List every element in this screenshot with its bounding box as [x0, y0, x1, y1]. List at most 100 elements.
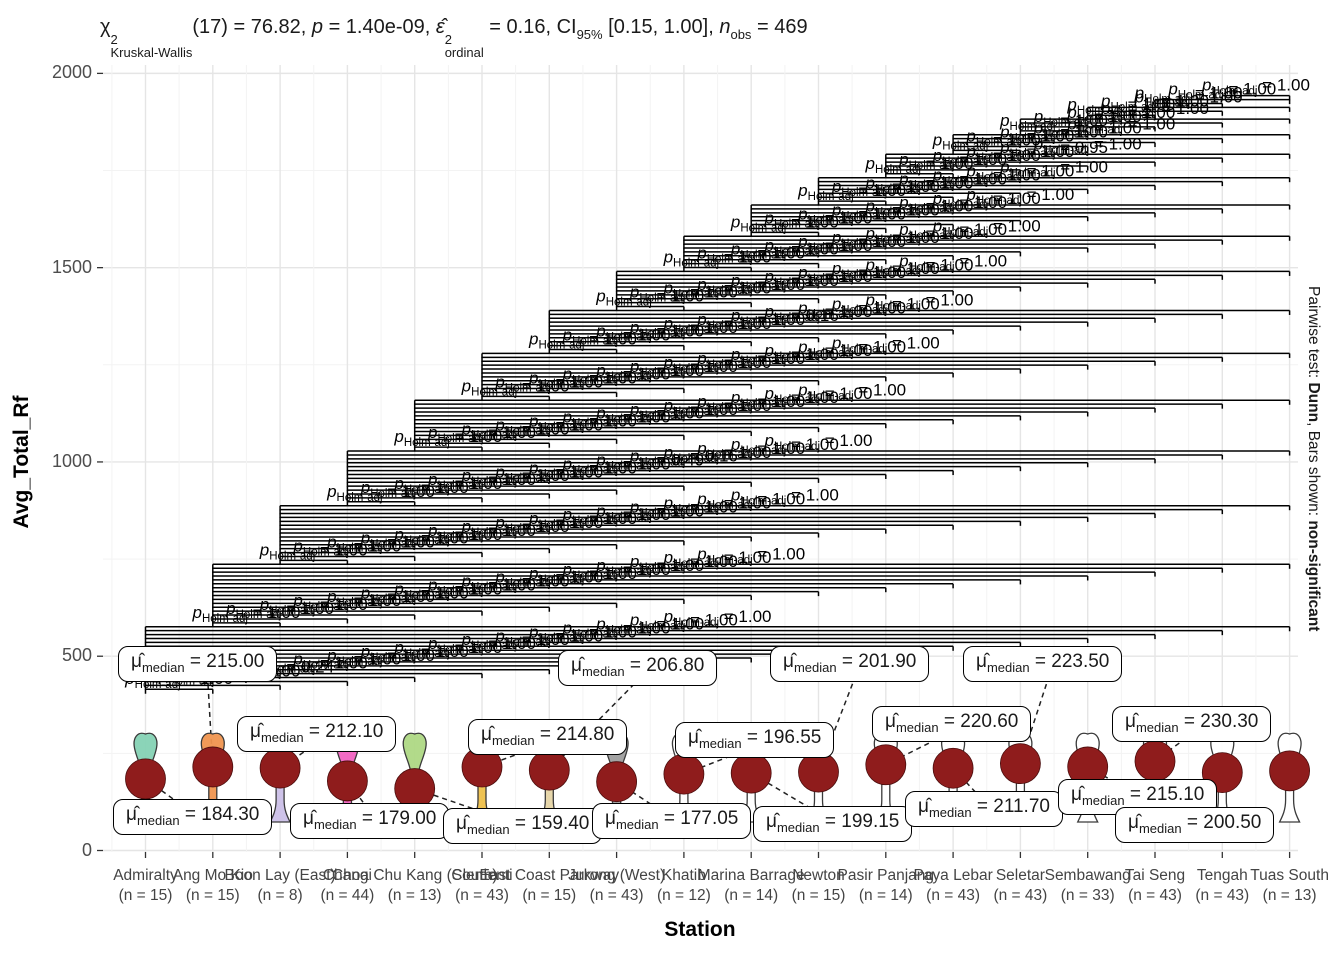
- violin-3: [259, 732, 301, 823]
- median-callout: μ̂median = 220.60: [872, 706, 1032, 742]
- x-tick-label: Khatib (n = 12): [657, 866, 711, 906]
- station-name: Sembawang: [1044, 867, 1131, 884]
- mu-hat-symbol: μ̂: [766, 811, 777, 832]
- x-tick-label: Ang Mo Kio (n = 15): [173, 866, 253, 906]
- median-point: [730, 752, 772, 794]
- mu-hat-symbol: μ̂: [688, 727, 699, 748]
- y-tick-label: 1500: [51, 256, 92, 277]
- median-value: = 199.15: [819, 811, 900, 832]
- station-name: Newton: [792, 867, 845, 884]
- ci-interval: [0.15, 1.00],: [602, 16, 720, 38]
- median-subscript: median: [986, 659, 1030, 675]
- mu-hat-symbol: μ̂: [481, 724, 492, 745]
- mu-hat-symbol: μ̂: [131, 651, 142, 672]
- station-n: (n = 44): [320, 887, 375, 904]
- y-tick-label: 1000: [51, 450, 92, 471]
- y-tick-label: 0: [81, 839, 92, 860]
- x-tick-label: Tai Seng (n = 43): [1125, 866, 1185, 906]
- station-name: Jurong (West): [568, 867, 666, 884]
- x-tick-label: Pasir Panjang (n = 14): [838, 866, 935, 906]
- mu-hat-symbol: μ̂: [1125, 711, 1136, 732]
- station-n: (n = 43): [589, 887, 644, 904]
- x-tick-label: Paya Lebar (n = 43): [913, 866, 992, 906]
- n-value: = 469: [751, 16, 808, 38]
- median-callout: μ̂median = 223.50: [963, 646, 1123, 682]
- median-subscript: median: [466, 821, 510, 837]
- df-statistic: (17) = 76.82,: [192, 16, 312, 38]
- median-point: [192, 746, 234, 788]
- station-n: (n = 43): [1195, 887, 1250, 904]
- station-n: (n = 14): [858, 887, 913, 904]
- violin-13: [932, 732, 974, 823]
- median-value: = 184.30: [179, 804, 260, 825]
- median-subscript: median: [776, 819, 820, 835]
- median-value: = 179.00: [356, 808, 437, 829]
- median-subscript: median: [1135, 719, 1179, 735]
- x-tick-label: Tengah (n = 43): [1195, 866, 1249, 906]
- median-callout: μ̂median = 199.15: [753, 806, 913, 842]
- median-callout: μ̂median = 196.55: [675, 722, 835, 758]
- mu-hat-symbol: μ̂: [571, 655, 582, 676]
- violin-16: [1134, 732, 1176, 823]
- median-value: = 215.10: [1124, 784, 1205, 805]
- mu-hat-symbol: μ̂: [1071, 784, 1082, 805]
- station-n: (n = 43): [1128, 887, 1182, 904]
- median-callout: μ̂median = 212.10: [237, 716, 397, 752]
- station-name: Tengah: [1196, 867, 1248, 884]
- pairwise-test-caption: Pairwise test: Dunn, Bars shown: non-sig…: [1304, 65, 1322, 852]
- y-tick-label: 2000: [51, 62, 92, 83]
- x-tick-label: East Coast Parkway (n = 15): [480, 866, 620, 906]
- station-name: Admiralty: [113, 867, 178, 884]
- station-name: Pasir Panjang: [837, 867, 935, 884]
- ci-symbol: CI: [556, 16, 577, 38]
- median-callout: μ̂median = 200.50: [1115, 807, 1275, 843]
- x-tick-label: Sembawang (n = 33): [1045, 866, 1131, 906]
- violin-15: [1067, 732, 1109, 823]
- median-subscript: median: [1138, 820, 1182, 836]
- median-callout: μ̂median = 159.40: [443, 808, 603, 844]
- x-tick-label: Jurong (West) (n = 43): [568, 866, 665, 906]
- station-n: (n = 15): [185, 887, 240, 904]
- x-tick-label: Newton (n = 15): [792, 866, 846, 906]
- station-name: Boon Lay (East): [224, 867, 336, 884]
- median-subscript: median: [928, 804, 972, 820]
- median-point: [663, 753, 705, 795]
- median-subscript: median: [793, 659, 837, 675]
- median-subscript: median: [895, 719, 939, 735]
- station-n: (n = 43): [455, 887, 509, 904]
- chi-supsub: 2 Kruskal-Wallis: [110, 32, 193, 60]
- median-value: = 206.80: [624, 655, 705, 676]
- station-name: East Coast Parkway: [479, 867, 620, 884]
- x-tick-label: Tuas South (n = 13): [1250, 866, 1329, 906]
- caption-method: Dunn: [1305, 382, 1322, 422]
- median-callout: μ̂median = 230.30: [1112, 706, 1272, 742]
- median-subscript: median: [1081, 792, 1125, 808]
- x-tick-label: Admiralty (n = 15): [113, 866, 178, 906]
- x-axis-title: Station: [664, 918, 736, 941]
- station-n: (n = 15): [791, 887, 846, 904]
- x-tick-label: Seletar (n = 43): [993, 866, 1047, 906]
- y-tick-label: 500: [61, 645, 92, 666]
- median-point: [259, 747, 301, 789]
- station-n: (n = 8): [257, 887, 303, 904]
- violin-14: [1000, 732, 1041, 823]
- median-value: = 220.60: [938, 711, 1019, 732]
- median-value: = 200.50: [1181, 812, 1262, 833]
- median-subscript: median: [581, 663, 625, 679]
- x-tick-label: Boon Lay (East) (n = 8): [225, 866, 336, 906]
- median-point: [1269, 750, 1310, 792]
- p-value: = 1.40e-09,: [323, 16, 436, 38]
- station-n: (n = 13): [1262, 887, 1317, 904]
- caption-middle: , Bars shown:: [1305, 421, 1322, 521]
- median-subscript: median: [260, 729, 304, 745]
- median-point: [1134, 740, 1176, 782]
- plot-title: χ 2 Kruskal-Wallis (17) = 76.82, p = 1.40e-…: [100, 16, 808, 59]
- mu-hat-symbol: μ̂: [918, 796, 929, 817]
- station-n: (n = 15): [118, 887, 173, 904]
- median-value: = 223.50: [1029, 651, 1110, 672]
- median-callout: μ̂median = 201.90: [770, 646, 930, 682]
- station-name: Ang Mo Kio: [172, 867, 253, 884]
- median-value: = 159.40: [509, 813, 590, 834]
- mu-hat-symbol: μ̂: [976, 651, 987, 672]
